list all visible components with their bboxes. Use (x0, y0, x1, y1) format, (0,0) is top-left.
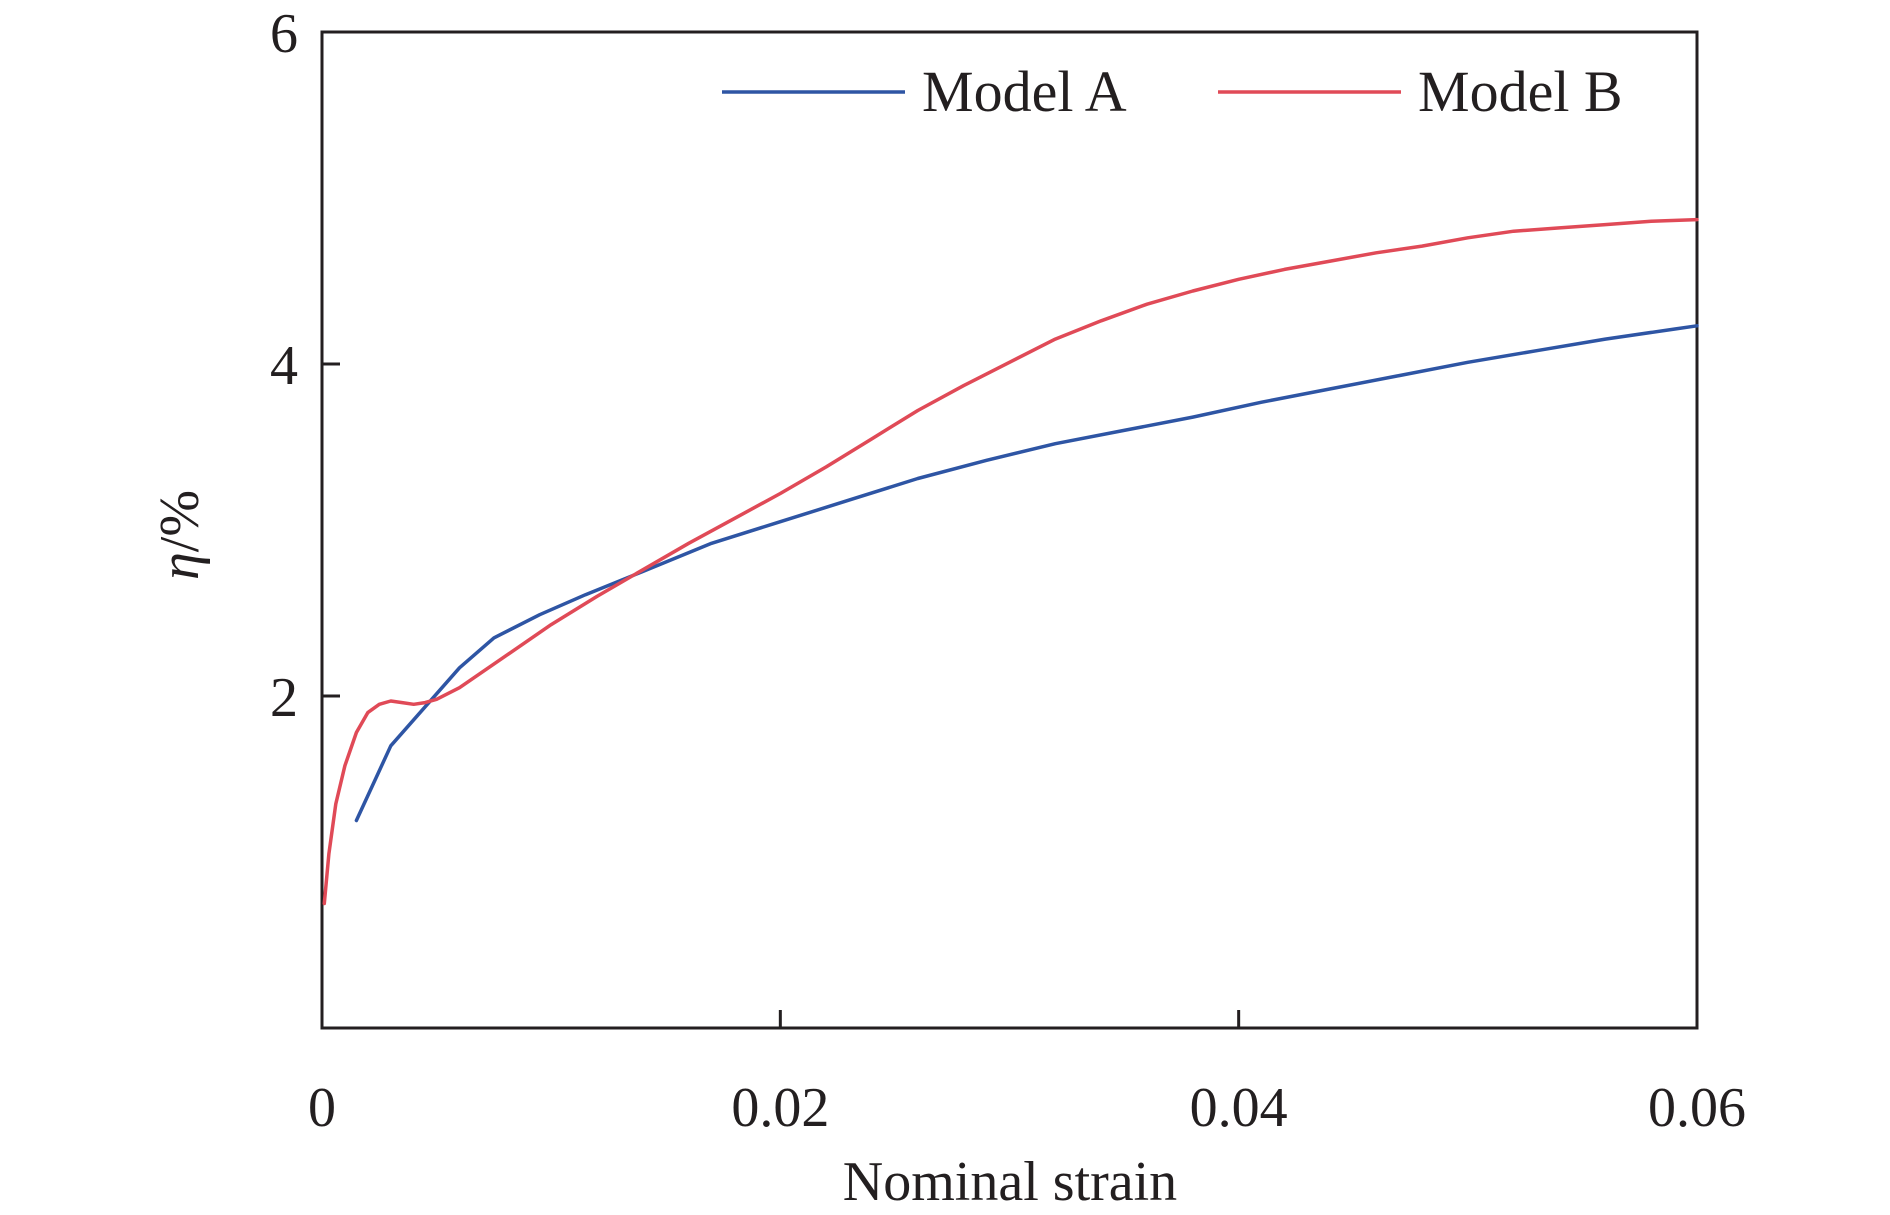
x-tick-label: 0.06 (1648, 1077, 1746, 1139)
legend: Model A Model B (722, 59, 1623, 124)
legend-label-model-b: Model B (1418, 59, 1623, 124)
y-axis-title-unit: /% (149, 490, 211, 552)
series-line-model-a (354, 324, 1699, 823)
x-tick-label: 0 (308, 1077, 336, 1139)
y-axis-title: η/% (149, 490, 211, 580)
x-axis-title: Nominal strain (843, 1151, 1177, 1213)
axes: 0 0.02 0.04 0.06 2 4 6 (270, 3, 1746, 1139)
y-tick-label: 6 (270, 3, 298, 65)
x-tick-label: 0.04 (1190, 1077, 1288, 1139)
legend-label-model-a: Model A (922, 59, 1127, 124)
y-tick-label: 4 (270, 335, 298, 397)
plot-frame (320, 30, 1699, 1030)
x-tick-label: 0.02 (731, 1077, 829, 1139)
series-line-model-b (322, 217, 1699, 906)
series-layer (322, 217, 1699, 906)
y-axis-title-symbol: η (149, 552, 211, 580)
y-tick-label: 2 (270, 667, 298, 729)
